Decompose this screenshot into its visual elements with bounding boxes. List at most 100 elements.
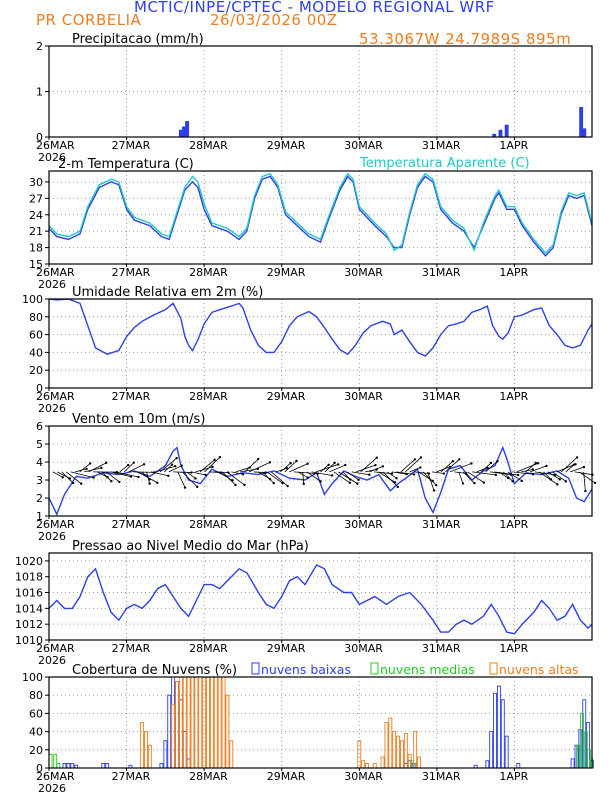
wind-vector	[333, 471, 351, 484]
wind-vector	[396, 471, 415, 475]
wind-vector	[115, 471, 139, 478]
x-year-label: 2026	[38, 402, 66, 415]
x-tick-label: 27MAR	[112, 390, 151, 403]
bar-nuvens-altas	[213, 676, 218, 769]
bar-nuvens-baixas	[159, 763, 164, 769]
wind-vector	[262, 471, 275, 484]
wind-vector-head	[336, 463, 340, 466]
plot-frame	[48, 298, 593, 389]
bar-precip	[498, 129, 503, 138]
bar-nuvens-altas	[384, 722, 389, 769]
wind-vector	[61, 471, 74, 484]
x-year-label: 2026	[38, 151, 66, 164]
panel-pressure: 1010 1012 1014 1016 1018 1020 26MAR 27MAR 28MAR 2…	[15, 539, 593, 667]
wind-vector	[159, 457, 177, 473]
bar-nuvens-altas	[365, 763, 369, 769]
wind-vector	[561, 457, 578, 473]
y-tick-label: 80	[29, 689, 43, 702]
wind-vector-head	[175, 456, 178, 460]
panel-title: Precipitacao (mm/h)	[72, 32, 204, 47]
wind-vector	[88, 462, 107, 473]
station-coords: 53.3067W 24.7989S 895m	[359, 30, 572, 48]
bar-nuvens-altas	[182, 676, 187, 769]
wind-vector	[164, 464, 173, 473]
wind-vector	[79, 463, 91, 473]
wind-vector-head	[531, 468, 535, 471]
wind-vector-head	[218, 455, 222, 459]
plot-frame	[48, 552, 593, 641]
wind-vector-head	[127, 463, 130, 467]
wind-vector	[177, 471, 186, 488]
wind-vector-head	[431, 479, 434, 483]
wind-vector-head	[174, 465, 177, 468]
wind-vector-head	[537, 462, 540, 465]
wind-vector	[476, 467, 488, 473]
wind-vector	[106, 471, 120, 483]
wind-vector	[289, 463, 308, 473]
x-tick-label: 31MAR	[422, 518, 461, 531]
wind-vector-head	[110, 480, 113, 483]
wind-vector-head	[295, 459, 298, 463]
x-tick-label: 27MAR	[112, 139, 151, 152]
wind-vector-head	[395, 476, 398, 480]
panel-clouds: 0 20 40 60 80 100 26MAR 27MAR 28MAR 29MAR 30MAR 31M…	[22, 662, 594, 792]
wind-vector	[155, 465, 176, 473]
wind-vector	[347, 471, 359, 481]
wind-vector	[235, 467, 250, 473]
wind-vector	[222, 471, 236, 486]
x-tick-label: 1APR	[499, 390, 528, 403]
wind-vector-head	[327, 463, 330, 467]
wind-vector-head	[374, 463, 377, 467]
wind-vector	[311, 471, 333, 476]
y-tick-label: 2	[36, 492, 43, 505]
wind-vector	[507, 471, 523, 482]
bar-nuvens-altas	[403, 732, 408, 769]
y-tick-label: 1014	[15, 602, 43, 615]
x-tick-label: 30MAR	[344, 642, 383, 655]
wind-vector-head	[132, 461, 135, 464]
wind-vector	[306, 471, 321, 482]
wind-vector-head	[148, 482, 151, 485]
wind-vector	[512, 471, 534, 475]
x-tick-label: 30MAR	[344, 266, 383, 279]
wind-vector	[378, 471, 396, 483]
wind-vector-head	[100, 466, 103, 470]
panel-title: Vento em 10m (m/s)	[72, 412, 205, 427]
series-ur	[48, 298, 593, 357]
x-tick-label: 31MAR	[422, 266, 461, 279]
wind-vector	[284, 460, 297, 473]
x-tick-label: 29MAR	[267, 770, 306, 783]
bar-nuvens-altas	[175, 681, 179, 769]
wind-vector	[128, 463, 145, 473]
wind-vector	[191, 471, 206, 476]
bar-precip	[579, 106, 584, 138]
wind-vector	[150, 471, 169, 477]
bar-nuvens-baixas	[66, 763, 71, 769]
y-tick-label: 3	[36, 474, 43, 487]
wind-vector-head	[213, 458, 216, 461]
panel-precip: 0 1 2 26MAR 27MAR 28MAR 29MAR 30MAR 31MAR 1APR 202…	[36, 32, 593, 164]
x-tick-label: 30MAR	[344, 770, 383, 783]
series-temperatura-aparente	[48, 172, 593, 255]
wind-vector-head	[137, 475, 140, 479]
wind-vector	[414, 471, 430, 474]
wind-vector-head	[520, 479, 524, 483]
wind-vector	[266, 471, 283, 484]
legend-label: nuvens altas	[499, 662, 579, 677]
wind-vector-head	[470, 462, 473, 465]
bar-nuvens-altas	[372, 763, 377, 769]
wind-vector	[204, 456, 221, 473]
wind-vector	[503, 471, 513, 482]
y-tick-label: 40	[29, 726, 43, 739]
wind-vector-head	[306, 462, 309, 465]
wind-vector-head	[511, 480, 514, 483]
x-tick-label: 26MAR	[36, 266, 75, 279]
x-year-label: 2026	[38, 530, 66, 543]
wind-vector-head	[381, 465, 385, 468]
x-tick-label: 1APR	[499, 518, 528, 531]
x-tick-label: 1APR	[499, 266, 528, 279]
wind-vector	[186, 471, 196, 479]
wind-vector	[217, 471, 233, 481]
bar-nuvens-altas	[202, 676, 207, 769]
